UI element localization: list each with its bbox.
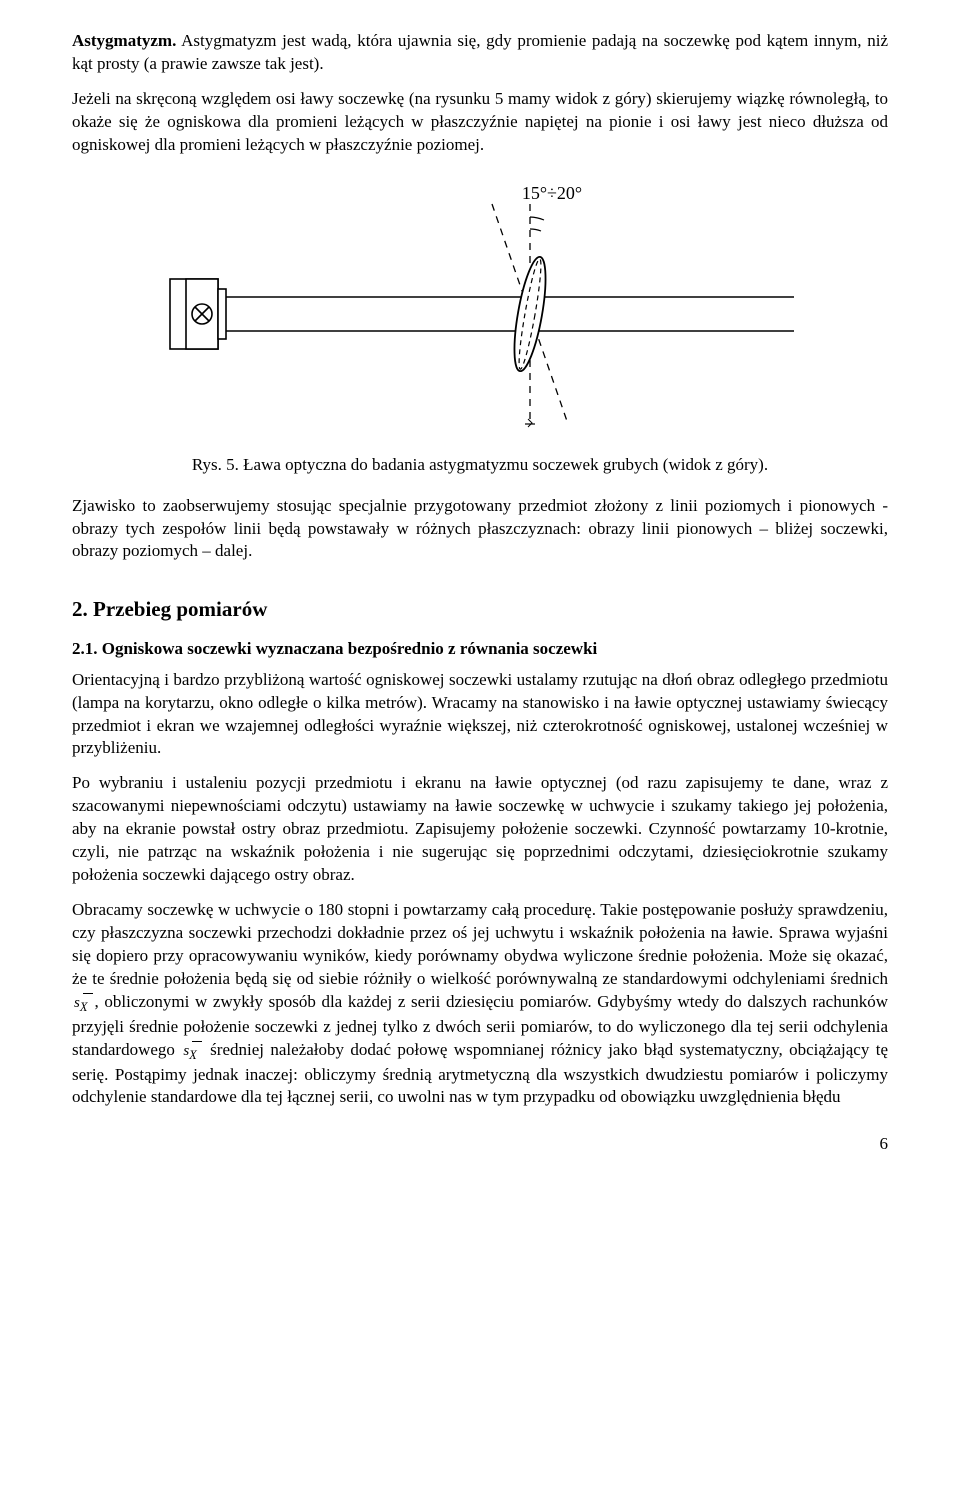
run-in-heading: Astygmatyzm. <box>72 31 176 50</box>
p3-part-a: Obracamy soczewkę w uchwycie o 180 stopn… <box>72 900 888 988</box>
paragraph-zjawisko: Zjawisko to zaobserwujemy stosując specj… <box>72 495 888 564</box>
section-2-1-p3: Obracamy soczewkę w uchwycie o 180 stopn… <box>72 899 888 1109</box>
sx-notation-1: sX <box>72 993 94 1016</box>
figure-5: 15°÷20° <box>72 179 888 436</box>
section-2-1-title: 2.1. Ogniskowa soczewki wyznaczana bezpo… <box>72 638 888 661</box>
page-number: 6 <box>72 1133 888 1156</box>
sx-notation-2: sX <box>181 1041 203 1064</box>
section-2-1-p2: Po wybraniu i ustaleniu pozycji przedmio… <box>72 772 888 887</box>
paragraph-astygmatyzm-intro: Astygmatyzm. Astygmatyzm jest wadą, któr… <box>72 30 888 76</box>
para1-text: Astygmatyzm jest wadą, która ujawnia się… <box>72 31 888 73</box>
section-2-title: 2. Przebieg pomiarów <box>72 595 888 623</box>
paragraph-astygmatyzm-explain: Jeżeli na skręconą względem osi ławy soc… <box>72 88 888 157</box>
figure-5-diagram: 15°÷20° <box>160 179 800 429</box>
section-2-1-p1: Orientacyjną i bardzo przybliżoną wartoś… <box>72 669 888 761</box>
angle-label: 15°÷20° <box>522 183 582 203</box>
figure-5-caption: Rys. 5. Ława optyczna do badania astygma… <box>72 454 888 477</box>
